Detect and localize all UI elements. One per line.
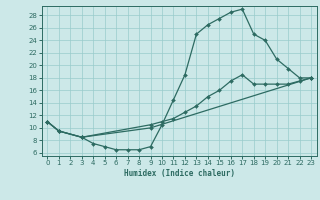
X-axis label: Humidex (Indice chaleur): Humidex (Indice chaleur) <box>124 169 235 178</box>
